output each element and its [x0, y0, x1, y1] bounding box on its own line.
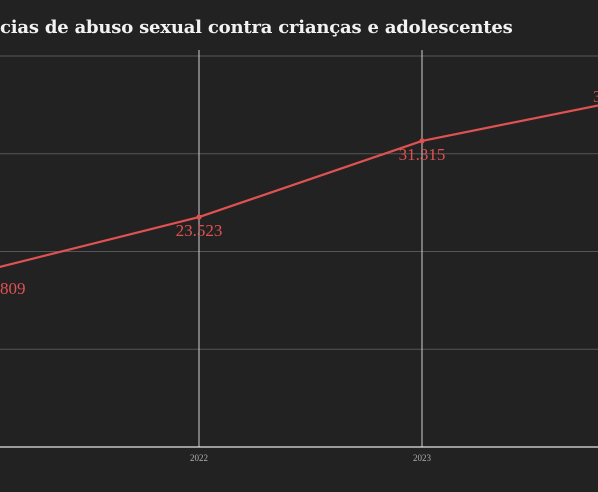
data-label: 23.523: [176, 221, 223, 240]
series-line: [0, 104, 598, 269]
chart-title: cias de abuso sexual contra crianças e a…: [0, 17, 513, 38]
data-label: 809: [0, 279, 26, 298]
data-point: [419, 138, 425, 144]
data-point: [196, 214, 202, 220]
data-label: 31.315: [399, 145, 446, 164]
x-tick-label: 2022: [190, 453, 208, 463]
data-label: 3: [593, 87, 598, 106]
x-tick-label: 2023: [413, 453, 432, 463]
